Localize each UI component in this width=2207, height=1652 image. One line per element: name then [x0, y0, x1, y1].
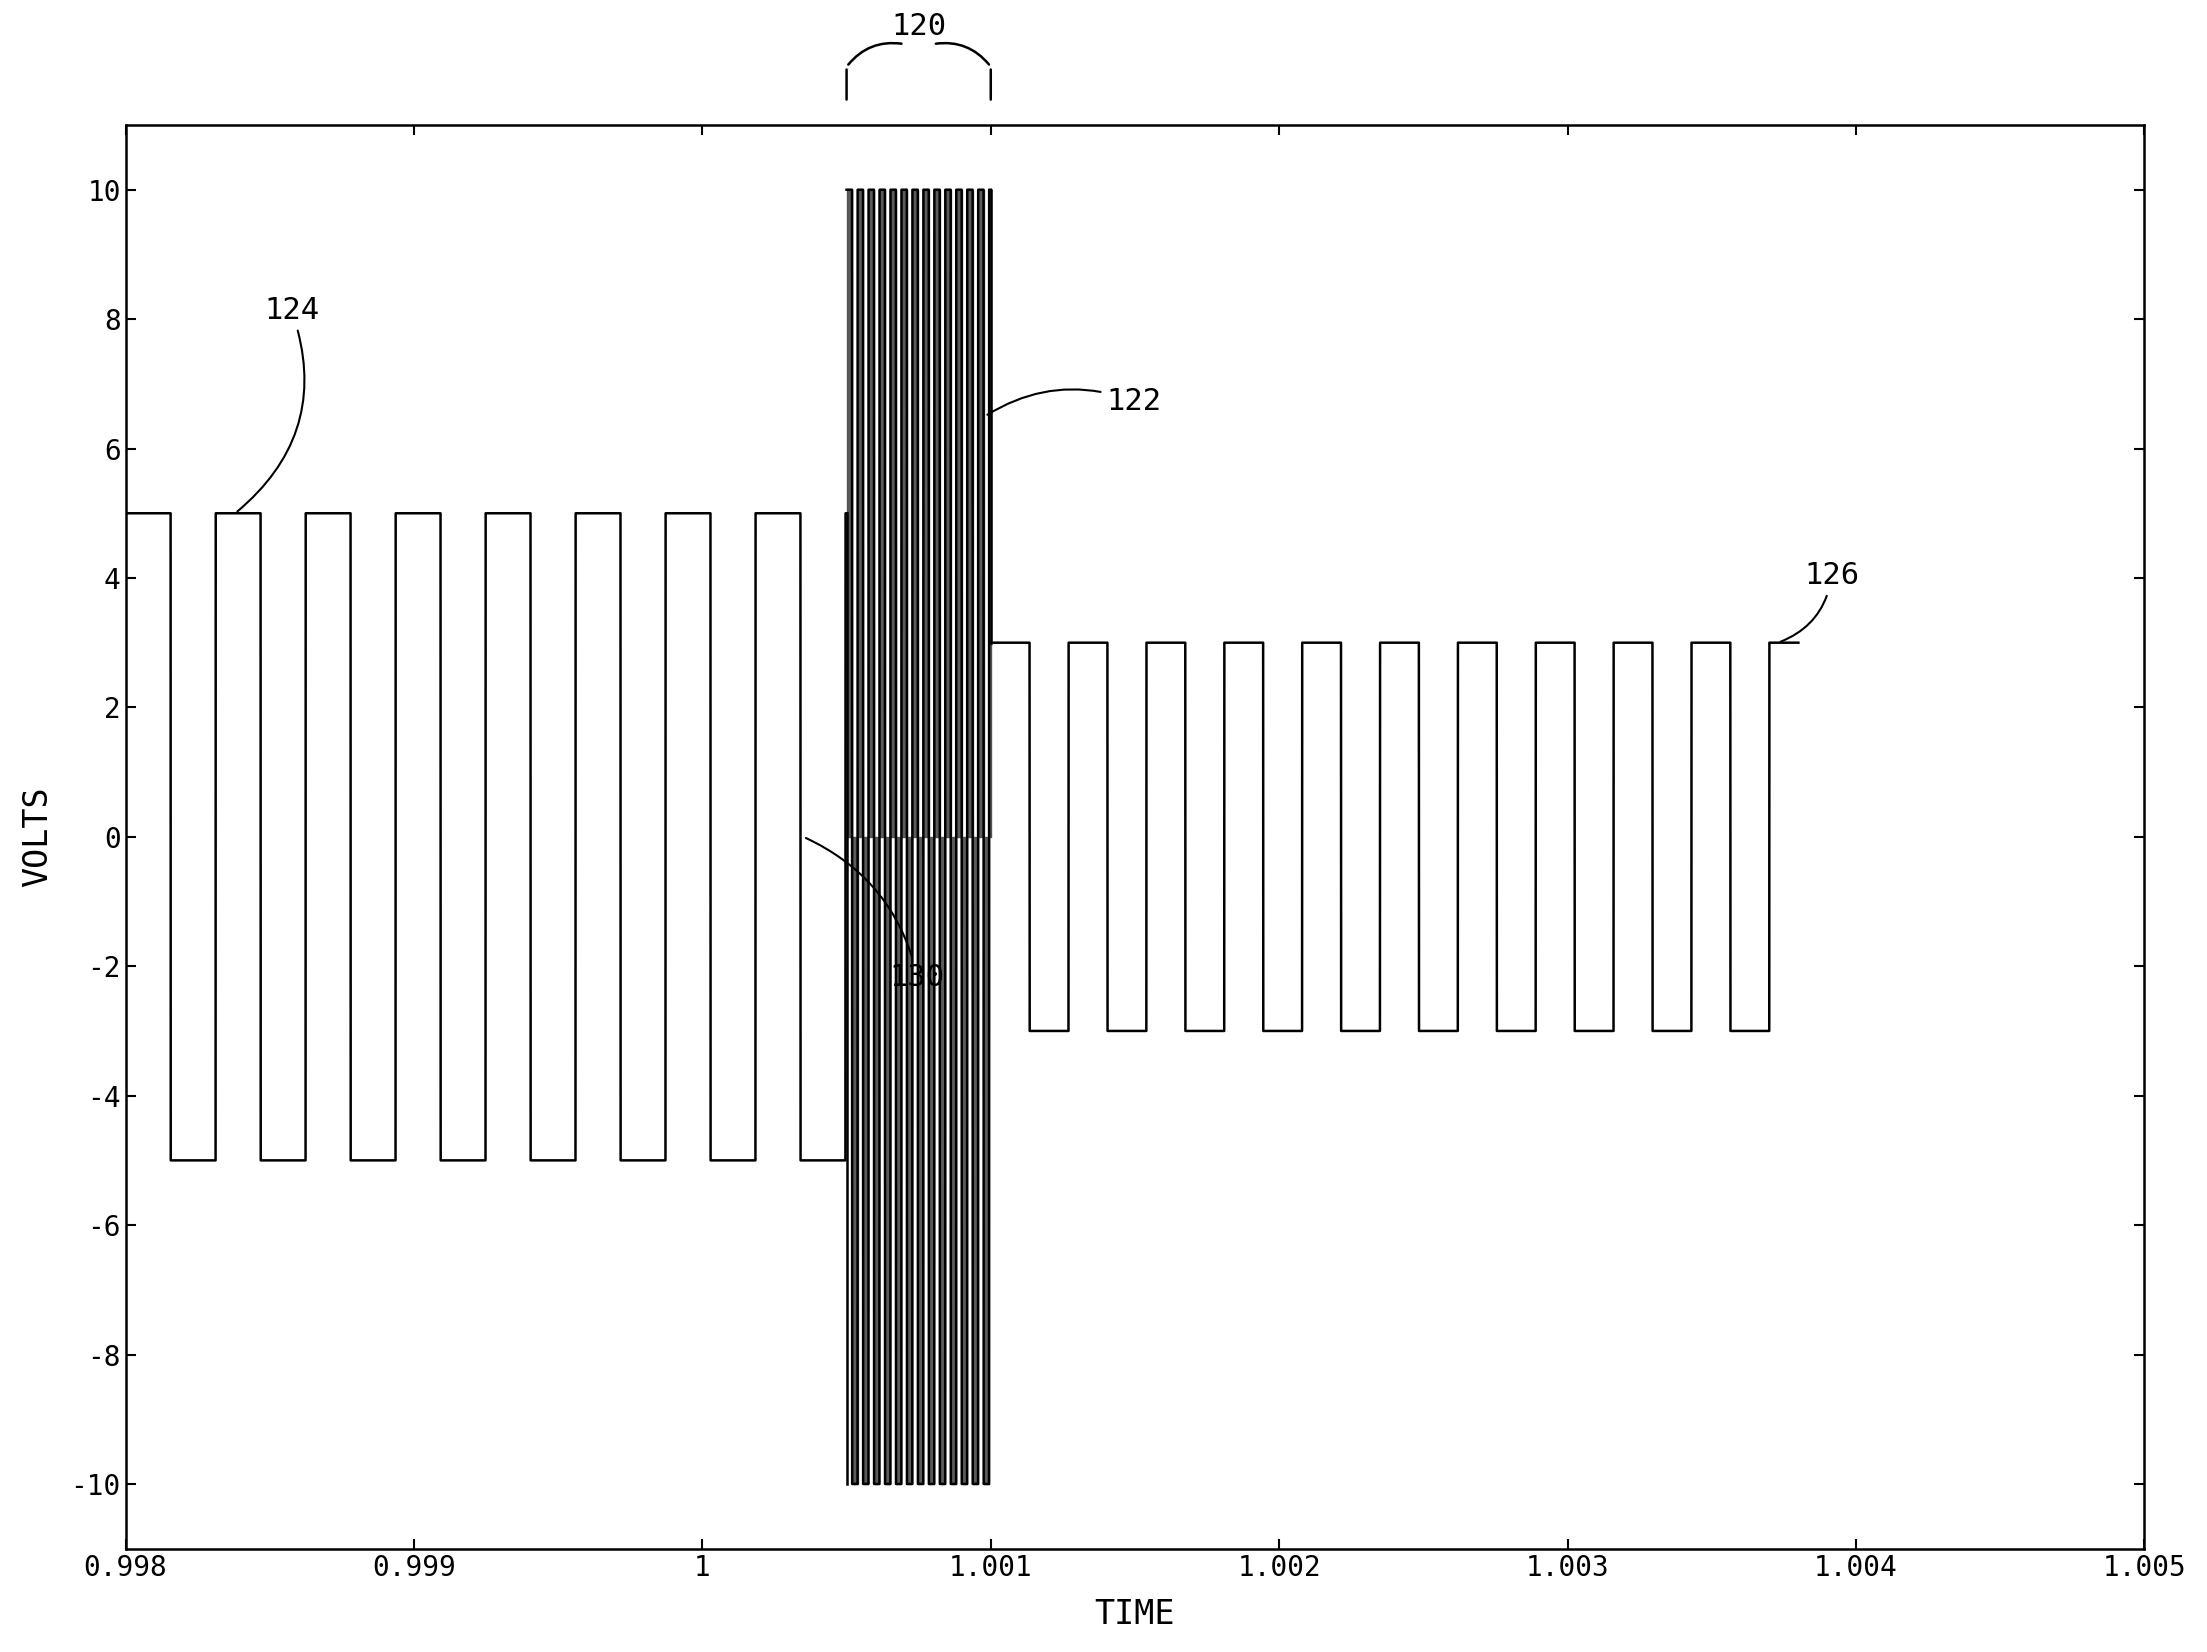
Y-axis label: VOLTS: VOLTS	[20, 786, 53, 887]
Text: 122: 122	[987, 387, 1161, 416]
Text: 130: 130	[806, 838, 945, 991]
Text: 120: 120	[892, 12, 947, 41]
X-axis label: TIME: TIME	[1095, 1597, 1174, 1631]
Text: 126: 126	[1781, 562, 1858, 641]
Text: 124: 124	[238, 296, 320, 512]
